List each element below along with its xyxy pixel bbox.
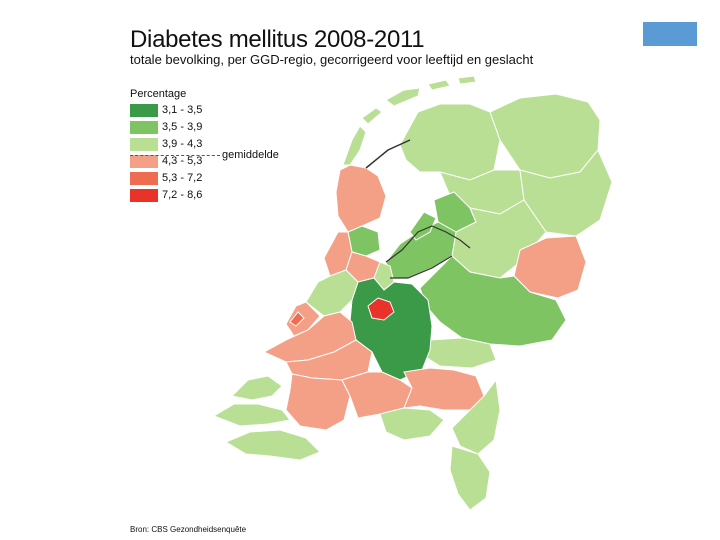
region-ameland <box>427 79 451 91</box>
source-credit: Bron: CBS Gezondheidsenquête <box>130 525 247 534</box>
region-limburg-noord <box>451 378 501 455</box>
region-west-brabant <box>285 373 351 431</box>
region-gelderland-zuid <box>423 337 497 369</box>
legend-label: 7,2 - 8,6 <box>162 189 203 201</box>
legend-label: 3,5 - 3,9 <box>162 121 203 133</box>
region-terschelling <box>385 87 421 107</box>
legend-swatch <box>130 155 158 168</box>
legend-swatch <box>130 104 158 117</box>
region-friesland-west <box>399 103 501 181</box>
region-texel <box>342 125 367 166</box>
afsluitdijk-line <box>365 139 411 169</box>
region-den-haag-detail <box>289 311 305 327</box>
legend-label: 3,1 - 3,5 <box>162 104 203 116</box>
river-ijssel-line <box>390 255 453 279</box>
region-hollands-noorden <box>335 164 387 233</box>
map-title: Diabetes mellitus 2008-2011 <box>130 26 425 53</box>
average-marker-line <box>130 155 220 156</box>
legend-swatch <box>130 189 158 202</box>
region-zaanstreek <box>347 225 381 257</box>
region-brabant-zuidoost <box>403 367 485 411</box>
region-zeeland-mid <box>212 403 291 427</box>
map-subtitle: totale bevolking, per GGD-regio, gecorri… <box>130 52 534 67</box>
region-vlieland <box>361 107 383 125</box>
average-label: gemiddelde <box>222 149 279 161</box>
region-limburg-zuid <box>449 445 491 511</box>
legend-label: 4,3 - 5,3 <box>162 155 203 167</box>
legend-swatch <box>130 121 158 134</box>
river-line <box>385 225 471 263</box>
accent-box <box>643 22 697 46</box>
region-zeeuws-vlaanderen <box>224 429 321 461</box>
legend-title: Percentage <box>130 88 187 100</box>
legend-swatch <box>130 138 158 151</box>
legend-label: 5,3 - 7,2 <box>162 172 203 184</box>
region-zeeland-north <box>230 375 283 401</box>
region-schiermonnikoog <box>457 75 477 85</box>
region-utrecht-city <box>367 297 395 321</box>
legend-label: 3,9 - 4,3 <box>162 138 203 150</box>
region-brabant-south <box>379 407 445 441</box>
legend-swatch <box>130 172 158 185</box>
region-groningen <box>489 93 601 179</box>
region-gelre-ijssel <box>419 255 567 347</box>
